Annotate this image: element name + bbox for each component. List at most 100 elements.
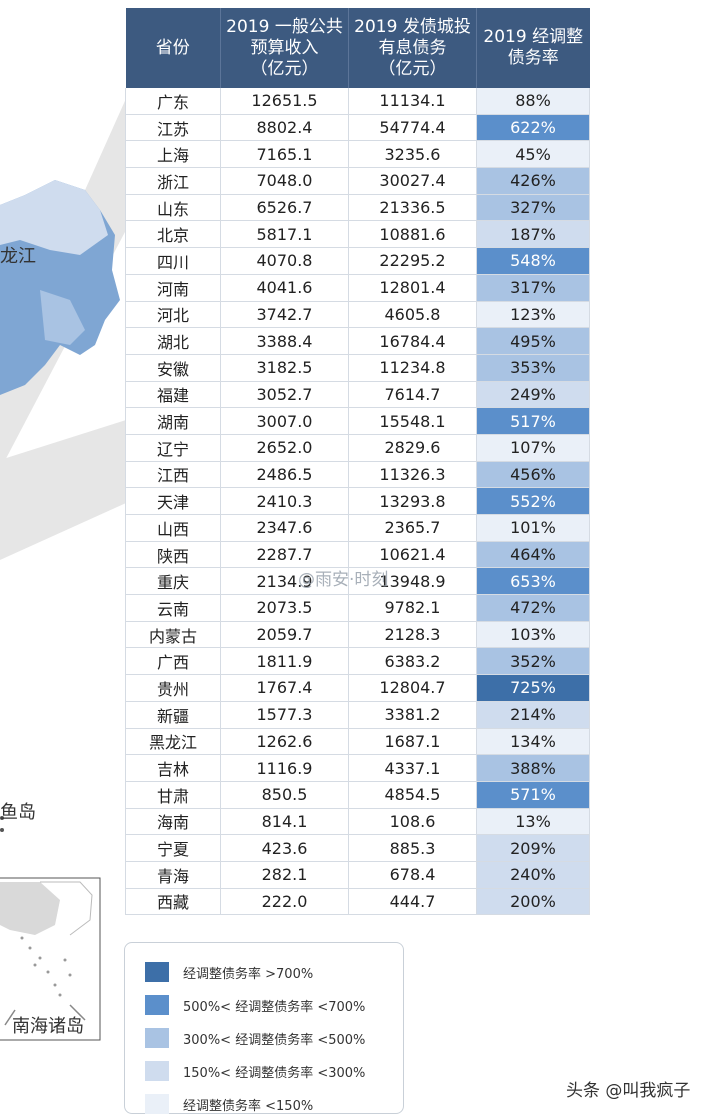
cell-debt: 11326.3 — [348, 461, 477, 489]
cell-rate: 552% — [476, 487, 590, 515]
cell-revenue: 222.0 — [220, 888, 349, 916]
legend-label: 经调整债务率 >700% — [183, 966, 314, 982]
cell-revenue: 3742.7 — [220, 301, 349, 329]
cell-rate: 88% — [476, 88, 590, 115]
header-revenue: 2019 一般公共 预算收入 （亿元） — [220, 8, 349, 88]
cell-rate: 134% — [476, 728, 590, 756]
cell-debt: 11134.1 — [348, 88, 477, 115]
cell-revenue: 4070.8 — [220, 247, 349, 275]
debt-table: 省份 2019 一般公共 预算收入 （亿元） 2019 发债城投 有息债务 （亿元） 2… — [125, 8, 590, 916]
cell-revenue: 2073.5 — [220, 594, 349, 622]
cell-debt: 22295.2 — [348, 247, 477, 275]
cell-revenue: 1811.9 — [220, 647, 349, 676]
cell-debt: 885.3 — [348, 834, 477, 862]
table-body: 广东 12651.5 11134.1 88% 江苏 8802.4 54774.4 622% 上海… — [125, 88, 590, 916]
cell-rate: 548% — [476, 247, 590, 275]
table-row: 广东 12651.5 11134.1 88% — [125, 88, 590, 115]
cell-province: 福建 — [125, 381, 221, 409]
cell-rate: 123% — [476, 301, 590, 329]
legend-item: 经调整债务率 >700% — [145, 961, 313, 983]
cell-debt: 2829.6 — [348, 434, 477, 462]
cell-rate: 240% — [476, 861, 590, 889]
table-row: 湖南 3007.0 15548.1 517% — [125, 407, 590, 435]
south-sea-islands — [20, 936, 72, 997]
cell-debt: 11234.8 — [348, 354, 477, 382]
south-sea-coast — [40, 881, 93, 936]
watermark-bottom: 头条 @叫我疯子 — [566, 1081, 691, 1101]
legend-swatch — [145, 1094, 169, 1114]
table-row: 山东 6526.7 21336.5 327% — [125, 194, 590, 222]
cell-debt: 108.6 — [348, 808, 477, 836]
legend-label: 300%< 经调整债务率 <500% — [183, 1032, 366, 1048]
cell-province: 江西 — [125, 461, 221, 489]
header-rate: 2019 经调整 债务率 — [476, 8, 590, 88]
cell-rate: 464% — [476, 541, 590, 569]
cell-province: 黑龙江 — [125, 728, 221, 756]
table-row: 浙江 7048.0 30027.4 426% — [125, 167, 590, 195]
cell-province: 吉林 — [125, 754, 221, 782]
cell-debt: 678.4 — [348, 861, 477, 889]
header-debt: 2019 发债城投 有息债务 （亿元） — [348, 8, 477, 88]
cell-revenue: 282.1 — [220, 861, 349, 889]
cell-rate: 101% — [476, 514, 590, 542]
cell-revenue: 1767.4 — [220, 674, 349, 702]
cell-rate: 327% — [476, 194, 590, 222]
cell-province: 海南 — [125, 808, 221, 836]
cell-rate: 214% — [476, 701, 590, 729]
legend-item: 150%< 经调整债务率 <300% — [145, 1060, 365, 1082]
cell-rate: 103% — [476, 621, 590, 649]
table-row: 内蒙古 2059.7 2128.3 103% — [125, 621, 590, 649]
cell-province: 广东 — [125, 88, 221, 115]
cell-debt: 3235.6 — [348, 140, 477, 169]
cell-province: 湖北 — [125, 327, 221, 355]
cell-debt: 1687.1 — [348, 728, 477, 756]
cell-debt: 3381.2 — [348, 701, 477, 729]
map-dot — [0, 828, 4, 832]
cell-debt: 444.7 — [348, 888, 477, 916]
cell-revenue: 8802.4 — [220, 114, 349, 142]
cell-rate: 107% — [476, 434, 590, 462]
table-row: 吉林 1116.9 4337.1 388% — [125, 754, 590, 782]
cell-province: 甘肃 — [125, 781, 221, 809]
header-province: 省份 — [125, 8, 221, 88]
map-label-south-sea: 南海诸岛 — [12, 1016, 84, 1037]
cell-debt: 16784.4 — [348, 327, 477, 355]
cell-revenue: 2287.7 — [220, 541, 349, 569]
cell-debt: 13293.8 — [348, 487, 477, 515]
cell-debt: 12804.7 — [348, 674, 477, 702]
header-revenue-text: 2019 一般公共 预算收入 （亿元） — [226, 16, 343, 79]
cell-revenue: 1116.9 — [220, 754, 349, 782]
table-row: 黑龙江 1262.6 1687.1 134% — [125, 728, 590, 756]
table-row: 江苏 8802.4 54774.4 622% — [125, 114, 590, 142]
cell-revenue: 3007.0 — [220, 407, 349, 435]
cell-rate: 495% — [476, 327, 590, 355]
table-row: 重庆 2134.9 13948.9 653% — [125, 567, 590, 596]
cell-revenue: 5817.1 — [220, 220, 349, 249]
table-row: 陕西 2287.7 10621.4 464% — [125, 541, 590, 569]
table-row: 四川 4070.8 22295.2 548% — [125, 247, 590, 275]
cell-revenue: 3388.4 — [220, 327, 349, 355]
table-row: 西藏 222.0 444.7 200% — [125, 888, 590, 916]
cell-rate: 388% — [476, 754, 590, 782]
cell-revenue: 423.6 — [220, 834, 349, 862]
cell-province: 浙江 — [125, 167, 221, 195]
cell-province: 山东 — [125, 194, 221, 222]
cell-revenue: 1577.3 — [220, 701, 349, 729]
table-row: 甘肃 850.5 4854.5 571% — [125, 781, 590, 809]
cell-province: 内蒙古 — [125, 621, 221, 649]
cell-province: 广西 — [125, 647, 221, 676]
map-label-heilongjiang: 龙江 — [0, 246, 36, 267]
cell-debt: 2365.7 — [348, 514, 477, 542]
cell-debt: 9782.1 — [348, 594, 477, 622]
cell-rate: 517% — [476, 407, 590, 435]
cell-province: 河南 — [125, 274, 221, 302]
cell-debt: 30027.4 — [348, 167, 477, 195]
legend-label: 500%< 经调整债务率 <700% — [183, 999, 366, 1015]
cell-revenue: 3052.7 — [220, 381, 349, 409]
cell-debt: 7614.7 — [348, 381, 477, 409]
cell-revenue: 2410.3 — [220, 487, 349, 515]
cell-rate: 200% — [476, 888, 590, 916]
cell-rate: 209% — [476, 834, 590, 862]
map-label-island: 鱼岛 — [0, 802, 36, 823]
table-row: 江西 2486.5 11326.3 456% — [125, 461, 590, 489]
